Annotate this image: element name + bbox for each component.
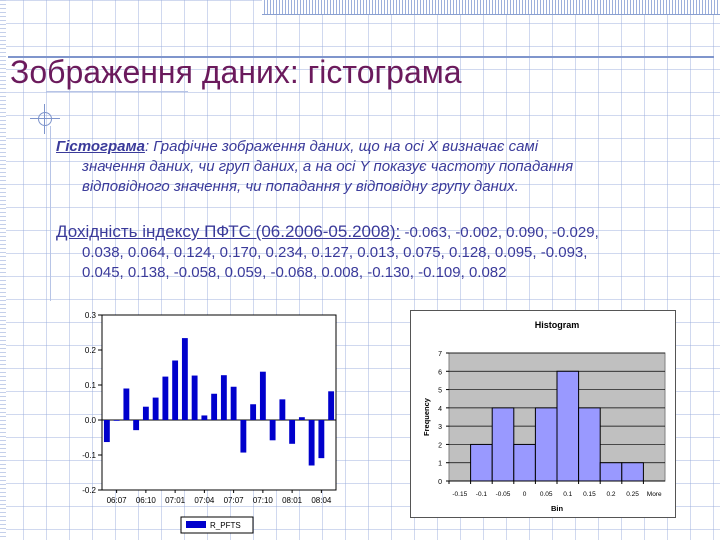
histogram-bar [491,407,515,482]
data-heading: Дохідність індексу ПФТС (06.2006-05.2008… [56,222,401,241]
x-tick-label: 0.25 [626,491,639,498]
x-tick-label: 08:04 [311,496,332,505]
definition-text-1: Графічне зображення даних, що на осі X в… [149,138,539,155]
y-tick-label: 0 [438,479,442,486]
data-values-3: 0.045, 0.138, -0.058, 0.059, -0.068, 0.0… [82,264,507,281]
definition-term: Гістограма [56,138,145,155]
x-tick-label: 0 [523,491,527,498]
return-bar [181,338,188,420]
x-tick-label: 08:01 [282,496,303,505]
histogram-bar [578,407,601,482]
x-tick-label: More [647,491,662,498]
returns-bar-chart: -0.2 -0.1 0.0 0.1 0.2 0.3 06:07 06:10 07:01 07:04… [82,311,337,534]
y-tick-label: 7 [438,351,442,358]
definition-paragraph: Гістограма: Графічне зображення даних, щ… [56,137,706,197]
x-tick-label: 06:07 [107,496,128,505]
return-bar [133,420,140,431]
x-tick-label: 07:04 [194,496,215,505]
legend-swatch [186,521,206,528]
return-bar [328,391,335,420]
return-bar [211,393,218,420]
histogram-bar [513,443,536,482]
slide-title: Зображення даних: гістограма [10,54,462,90]
definition-colon: : [144,138,150,155]
y-tick-label: -0.1 [82,451,96,460]
y-tick-label: 1 [438,461,442,468]
x-tick-label: 0.15 [583,491,596,498]
y-tick-label: 3 [438,424,442,431]
y-tick-label: 0.1 [85,381,97,390]
return-bar [230,386,237,420]
return-bar [172,360,179,420]
data-paragraph: Дохідність індексу ПФТС (06.2006-05.2008… [56,222,706,283]
histogram-bar [534,407,558,482]
return-bar [250,404,257,420]
return-bar [162,376,169,420]
data-values-1: -0.063, -0.002, 0.090, -0.029, [400,224,599,241]
return-bar [269,420,276,441]
accent-vertical-line [50,126,51,301]
return-bar [240,420,247,453]
return-bar [201,415,208,420]
return-bar [152,397,159,420]
histogram-bar [470,443,493,482]
return-bar [259,371,266,420]
x-tick-label: 07:10 [253,496,274,505]
title-rule [8,56,714,58]
histogram-chart: Histogram 0 1 2 3 4 5 6 7 -0.15 -0.1 -0.05 0 0.05 0.1 0… [410,310,676,518]
x-tick-label: 0.05 [540,491,553,498]
data-line-1: Дохідність індексу ПФТС (06.2006-05.2008… [56,222,706,243]
legend-label: R_PFTS [210,521,241,530]
x-tick-label: 06:10 [136,496,157,505]
return-bar [123,388,130,420]
return-bar [103,420,110,443]
y-tick-label: -0.2 [82,486,96,495]
y-tick-label: 5 [438,388,442,395]
histogram-bar [599,462,623,482]
return-bar [279,399,286,420]
x-tick-label: -0.05 [496,491,511,498]
x-tick-label: -0.1 [476,491,488,498]
x-tick-label: 0.1 [563,491,572,498]
return-bar [113,420,120,421]
accent-line [46,91,188,92]
y-axis-title: Frequency [422,397,431,436]
histogram-bar [556,370,580,482]
return-bar [220,375,227,420]
data-values-2: 0.038, 0.064, 0.124, 0.170, 0.234, 0.127… [82,244,588,261]
return-bar [298,417,305,420]
return-bar [191,375,198,420]
chart-legend: R_PFTS [180,516,254,534]
x-tick-label: 07:07 [224,496,245,505]
definition-text-3: відповідного значення, чи попадання у ві… [82,178,519,195]
x-tick-label: -0.15 [452,491,467,498]
return-bar [318,420,325,459]
y-tick-label: 2 [438,442,442,449]
y-tick-label: 6 [438,369,442,376]
definition-line-1: Гістограма: Графічне зображення даних, щ… [56,137,706,157]
left-decoration [0,0,6,540]
crosshair-circle [38,112,52,126]
x-tick-label: 0.2 [606,491,615,498]
y-tick-label: 0.0 [85,416,97,425]
definition-text-2: значення даних, чи груп даних, а на осі … [82,158,574,175]
histogram-title: Histogram [535,320,580,330]
return-bar [142,406,149,420]
x-axis-title: Bin [551,504,564,513]
return-bar [289,420,296,444]
y-tick-label: 0.2 [85,346,97,355]
plot-area [101,314,337,491]
return-bar [308,420,315,466]
y-tick-label: 0.3 [85,311,97,320]
histogram-bar [621,462,644,482]
x-tick-label: 07:01 [165,496,186,505]
y-tick-label: 4 [438,406,442,413]
top-decoration [262,0,720,15]
